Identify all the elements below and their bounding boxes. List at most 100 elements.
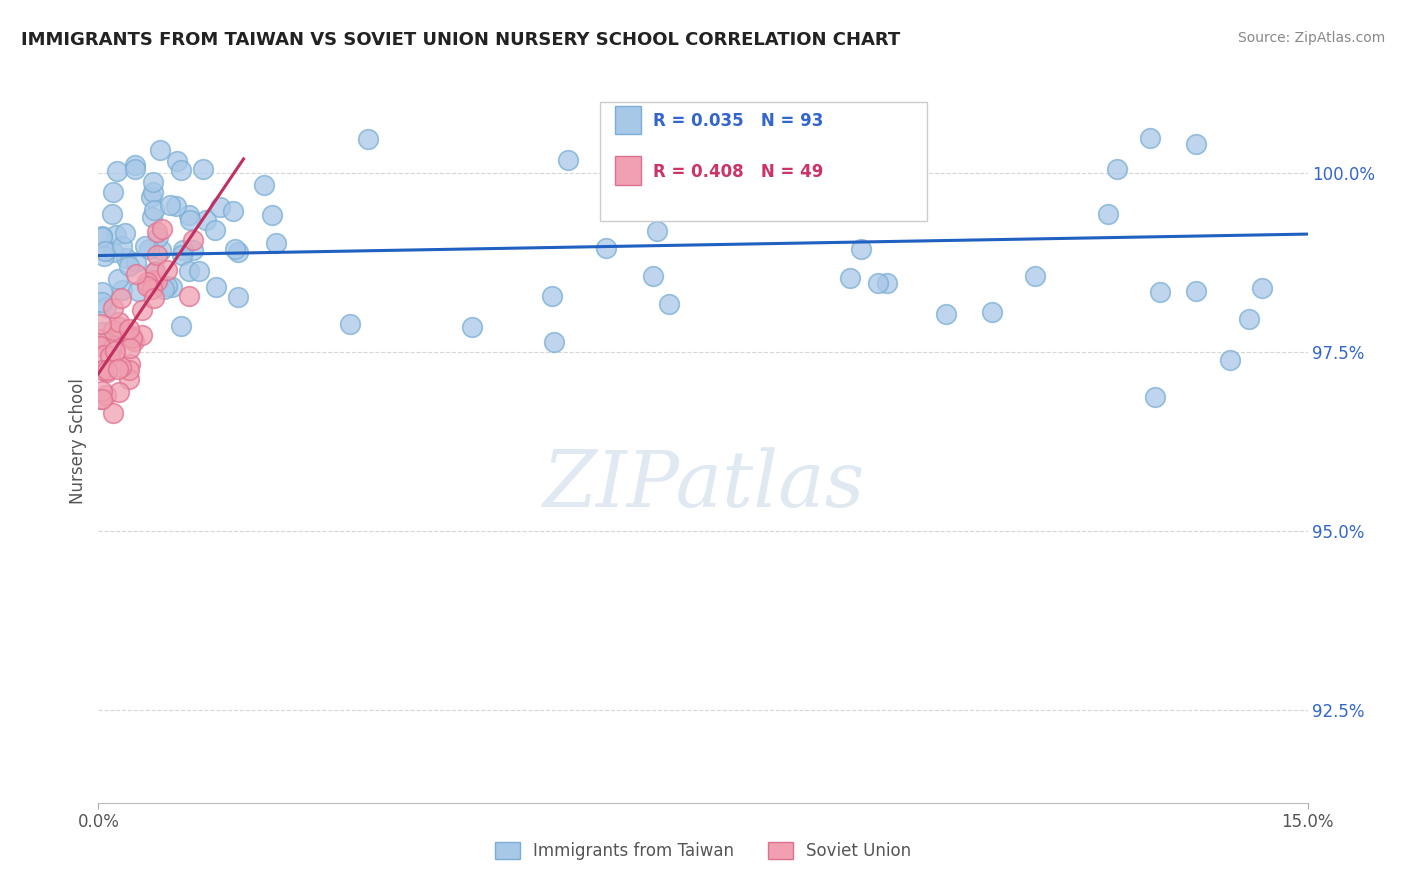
Point (876, 277, 898, 291)
Point (114, 252, 136, 266)
Point (101, 323, 124, 337)
Point (146, 230, 169, 244)
Point (96, 334, 118, 349)
Point (169, 318, 191, 333)
Point (104, 344, 127, 359)
Point (141, 210, 163, 224)
Point (179, 213, 201, 227)
Point (91, 294, 114, 309)
Point (107, 272, 129, 286)
Point (108, 320, 131, 334)
Point (110, 359, 132, 374)
Point (149, 143, 172, 157)
Point (177, 264, 200, 278)
Point (108, 385, 131, 400)
Point (187, 264, 209, 278)
Point (118, 357, 141, 371)
Point (103, 339, 125, 353)
Point (143, 264, 166, 278)
Point (91, 392, 114, 406)
Point (89, 392, 111, 406)
Point (170, 163, 193, 178)
Point (868, 276, 890, 290)
Point (543, 335, 565, 350)
Point (146, 274, 169, 288)
Point (96, 300, 118, 314)
Point (121, 331, 143, 345)
Point (91, 229, 114, 244)
Y-axis label: Nursery School: Nursery School (69, 378, 87, 505)
Point (111, 326, 134, 341)
Point (339, 317, 361, 331)
Point (658, 297, 681, 311)
Point (117, 372, 139, 386)
Point (111, 283, 134, 297)
Point (1219, 353, 1241, 368)
Point (204, 223, 226, 237)
Point (641, 268, 664, 283)
Point (96, 365, 118, 379)
Point (159, 198, 181, 212)
Point (107, 362, 129, 376)
Point (222, 203, 245, 218)
Bar (614, 156, 641, 185)
Point (156, 279, 179, 293)
Point (94, 244, 117, 259)
Point (153, 282, 176, 296)
Point (139, 190, 162, 204)
Point (114, 226, 136, 240)
Point (177, 288, 200, 302)
Point (105, 164, 128, 178)
Point (557, 153, 579, 167)
Point (124, 334, 146, 348)
Point (1139, 130, 1161, 145)
Point (209, 200, 232, 214)
Point (224, 242, 246, 256)
Text: ZIPatlas: ZIPatlas (541, 447, 865, 523)
Point (136, 275, 159, 289)
Point (839, 271, 862, 285)
Point (141, 282, 163, 296)
Point (110, 291, 132, 305)
Point (136, 279, 159, 293)
Point (100, 349, 122, 363)
Point (165, 199, 187, 213)
Point (124, 158, 146, 172)
Point (1097, 207, 1119, 221)
Point (90, 332, 112, 346)
Point (145, 248, 167, 262)
Point (110, 239, 132, 253)
Point (150, 221, 173, 235)
Point (194, 213, 217, 227)
Point (103, 406, 125, 420)
Point (461, 320, 484, 334)
Point (134, 238, 156, 252)
Point (935, 307, 957, 321)
Point (94, 388, 117, 402)
Point (101, 301, 124, 315)
Text: R = 0.408   N = 49: R = 0.408 N = 49 (654, 163, 824, 181)
Point (125, 267, 148, 281)
Point (1237, 312, 1260, 326)
Point (181, 243, 204, 257)
Point (647, 224, 669, 238)
Point (142, 273, 165, 287)
Point (100, 206, 122, 220)
Point (101, 244, 124, 259)
Text: IMMIGRANTS FROM TAIWAN VS SOVIET UNION NURSERY SCHOOL CORRELATION CHART: IMMIGRANTS FROM TAIWAN VS SOVIET UNION N… (21, 31, 900, 49)
Point (156, 263, 179, 277)
Point (595, 241, 617, 255)
Point (756, 194, 779, 208)
Point (117, 327, 139, 342)
Point (118, 259, 141, 273)
Point (166, 154, 188, 169)
Point (118, 322, 141, 336)
Point (118, 363, 141, 377)
Point (93, 249, 115, 263)
Point (91, 285, 114, 299)
Point (160, 279, 183, 293)
Point (96, 363, 118, 377)
Point (143, 265, 166, 279)
Point (124, 255, 146, 269)
Point (145, 225, 167, 239)
